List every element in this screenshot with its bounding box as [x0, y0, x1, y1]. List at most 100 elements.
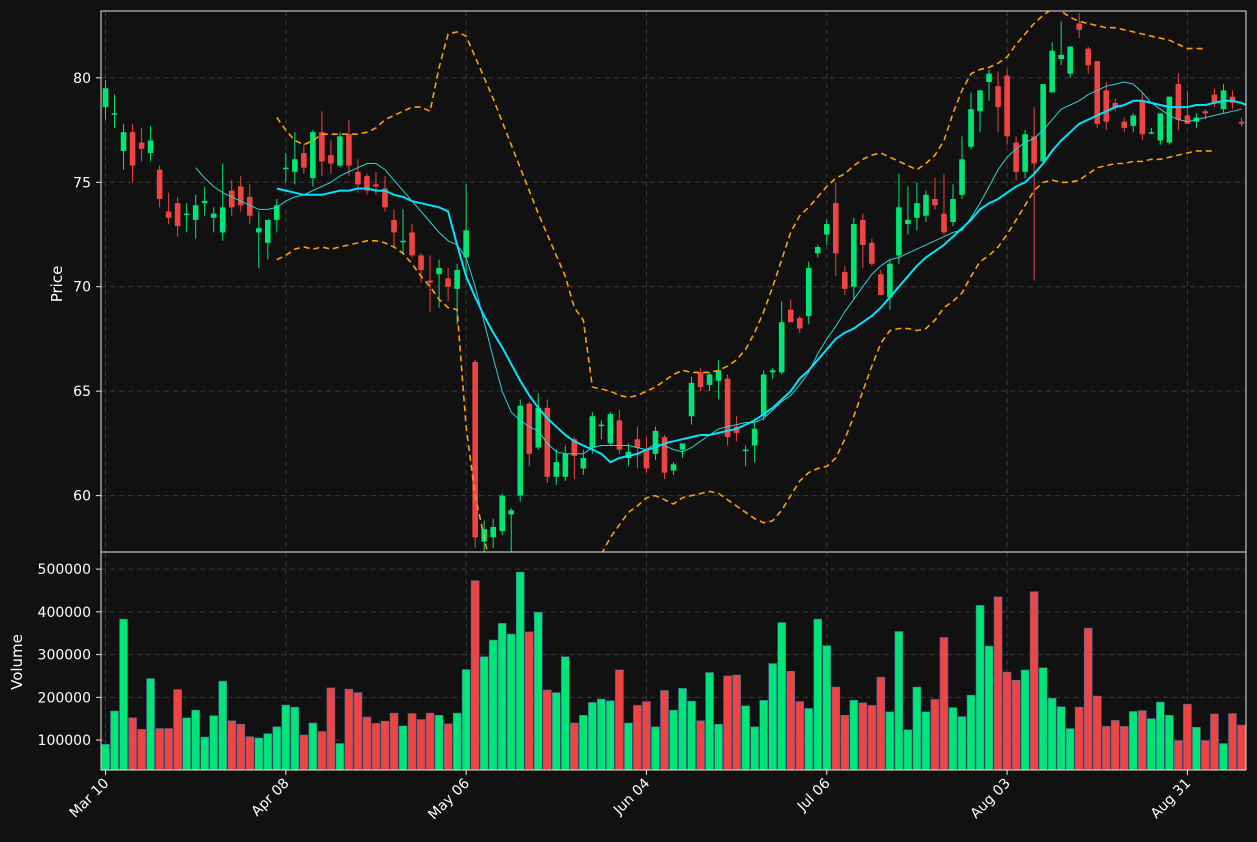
candle-up [183, 213, 190, 216]
volume-bar-down [470, 580, 480, 770]
volume-bar-down [128, 717, 137, 770]
volume-bar-up [218, 680, 227, 770]
candle-down [526, 403, 533, 454]
candle-up [454, 270, 460, 289]
volume-bar-up [714, 723, 723, 770]
candle-up [1157, 113, 1164, 141]
volume-bar-up [948, 707, 958, 770]
candle-down [409, 232, 415, 256]
lower-band-line [276, 240, 489, 552]
volume-bar-up [254, 737, 264, 770]
candle-up [490, 526, 496, 538]
candle-down [1121, 121, 1128, 128]
volume-bar-down [443, 723, 453, 770]
volume-bar-down [795, 701, 804, 770]
volume-bar-up [957, 716, 967, 770]
volume-bar-down [993, 596, 1003, 770]
volume-bar-down [660, 690, 669, 770]
volume-bar-down [416, 719, 426, 770]
volume-bar-down [831, 686, 841, 770]
volume-bar-up [1038, 667, 1048, 770]
volume-bar-up [804, 708, 814, 770]
candle-down [616, 420, 623, 450]
volume-bar-up [1065, 728, 1075, 770]
candle-up [219, 207, 226, 233]
volume-bar-down [425, 712, 435, 770]
candle-up [517, 405, 524, 496]
volume-bar-down [236, 723, 246, 770]
candle-up [598, 424, 605, 427]
volume-bar-up [750, 726, 759, 770]
volume-bar-down [930, 699, 940, 770]
volume-bar-down [1183, 703, 1192, 770]
candle-down [472, 361, 478, 538]
volume-bar-up [110, 710, 119, 770]
volume-bar-up [768, 663, 777, 770]
candle-up [400, 240, 406, 243]
candle-down [643, 449, 650, 469]
volume-bar-up [624, 722, 633, 770]
volume-bar-up [579, 714, 588, 770]
candle-up [283, 167, 289, 170]
volume-bar-up [1147, 718, 1156, 770]
volume-panel [101, 571, 1246, 770]
candle-up [562, 453, 569, 477]
volume-bar-down [227, 720, 236, 770]
volume-bar-up [398, 725, 408, 770]
volume-bar-down [380, 720, 390, 770]
volume-bar-up [191, 709, 200, 770]
volume-bar-down [1111, 720, 1120, 770]
volume-bar-down [723, 675, 732, 770]
volume-bar-up [1156, 701, 1165, 770]
candle-up [769, 370, 776, 373]
candle-down [237, 186, 244, 206]
candle-up [436, 267, 442, 275]
volume-bar-up [1219, 743, 1228, 770]
candle-up [977, 90, 983, 112]
candle-up [463, 230, 469, 258]
candle-down [445, 278, 451, 287]
volume-bar-up [533, 611, 543, 770]
candle-down [860, 219, 866, 245]
candle-down [941, 213, 947, 233]
candle-down [301, 153, 307, 168]
volume-bar-up [552, 692, 561, 770]
volume-bar-down [1237, 724, 1246, 770]
candle-down [391, 219, 397, 233]
candle-down [634, 439, 641, 448]
volume-bar-down [615, 669, 624, 770]
volume-bar-down [1074, 706, 1084, 770]
volume-bar-up [1047, 697, 1057, 770]
candle-down [1139, 100, 1146, 135]
candle-down [129, 132, 136, 166]
volume-bar-down [524, 631, 534, 770]
volume-bar-down [1210, 713, 1219, 770]
candle-down [571, 439, 578, 456]
candle-down [869, 242, 875, 264]
volume-bar-up [308, 722, 318, 770]
candle-down [544, 407, 551, 477]
price-tick-label: 75 [73, 175, 91, 191]
volume-bar-down [1002, 671, 1012, 770]
candle-up [706, 374, 713, 385]
volume-bar-down [1120, 726, 1129, 770]
candle-down [1175, 84, 1182, 120]
volume-bar-down [1174, 740, 1183, 770]
candle-up [968, 109, 974, 147]
volume-bar-up [506, 633, 516, 770]
candle-up [274, 205, 280, 220]
volume-bar-up [1020, 669, 1030, 770]
candle-down [328, 155, 334, 164]
candle-up [337, 136, 343, 166]
candle-up [553, 462, 560, 477]
candle-down [842, 272, 848, 289]
candle-up [760, 374, 767, 417]
volume-bar-up [1165, 714, 1174, 770]
long-moving-average-line [276, 99, 1246, 464]
candle-down [427, 280, 433, 283]
candle-up [1049, 50, 1055, 93]
candle-down [165, 211, 172, 218]
candle-down [1184, 115, 1191, 124]
short-moving-average-line [195, 81, 1242, 455]
candle-down [346, 134, 352, 166]
